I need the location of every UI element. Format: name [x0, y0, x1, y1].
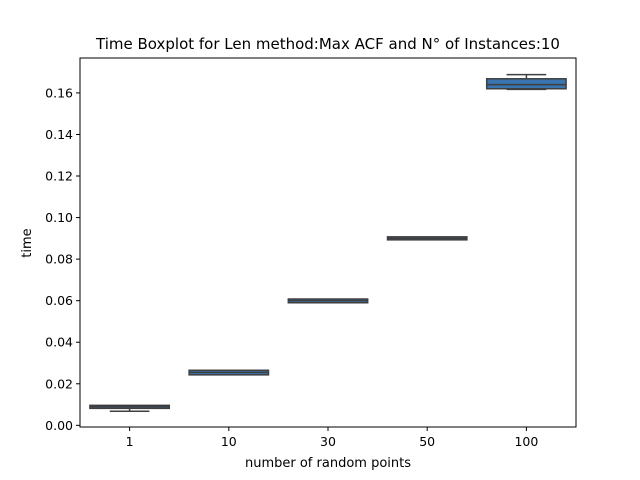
y-tick-label: 0.14	[45, 127, 73, 142]
x-tick-label: 10	[221, 434, 237, 449]
y-axis-label: time	[20, 228, 35, 257]
box-100	[485, 78, 567, 90]
y-tick-label: 0.06	[45, 293, 73, 308]
chart-title: Time Boxplot for Len method:Max ACF and …	[95, 35, 560, 53]
y-tick-label: 0.00	[45, 418, 73, 433]
x-tick-label: 1	[126, 434, 134, 449]
y-tick-label: 0.10	[45, 210, 73, 225]
axes-frame	[79, 57, 577, 428]
y-tick-label: 0.12	[45, 169, 73, 184]
x-axis-label: number of random points	[245, 456, 411, 471]
y-tick-label: 0.08	[45, 252, 73, 267]
y-tick-label: 0.04	[45, 335, 73, 350]
y-tick-label: 0.02	[45, 376, 73, 391]
x-tick-label: 30	[320, 434, 336, 449]
x-tick-label: 100	[514, 434, 538, 449]
x-tick-label: 50	[419, 434, 435, 449]
plot-area: 0.00 0.02 0.04 0.06 0.08 0.10 0.12 0.14 0.16 1 10 3…	[45, 57, 577, 449]
y-tick-label: 0.16	[45, 85, 73, 100]
